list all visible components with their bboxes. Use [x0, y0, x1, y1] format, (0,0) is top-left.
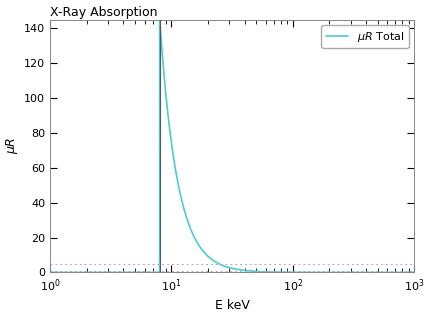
Text: X-Ray Absorption: X-Ray Absorption: [50, 5, 158, 18]
$\mu R$ Total: [317, 271, 322, 274]
Legend: $\mu R$ Total: $\mu R$ Total: [321, 25, 408, 48]
$\mu R$ Total: [157, 18, 162, 22]
$\mu R$ Total: [337, 271, 342, 274]
$\mu R$ Total: [48, 271, 53, 274]
$\mu R$ Total: [179, 199, 184, 203]
$\mu R$ Total: [263, 270, 268, 274]
$\mu R$ Total: [279, 270, 284, 274]
X-axis label: E keV: E keV: [215, 300, 249, 313]
Line: $\mu R$ Total: $\mu R$ Total: [50, 20, 414, 273]
Y-axis label: μR: μR: [6, 138, 18, 154]
$\mu R$ Total: [66, 271, 71, 274]
$\mu R$ Total: [412, 271, 417, 274]
